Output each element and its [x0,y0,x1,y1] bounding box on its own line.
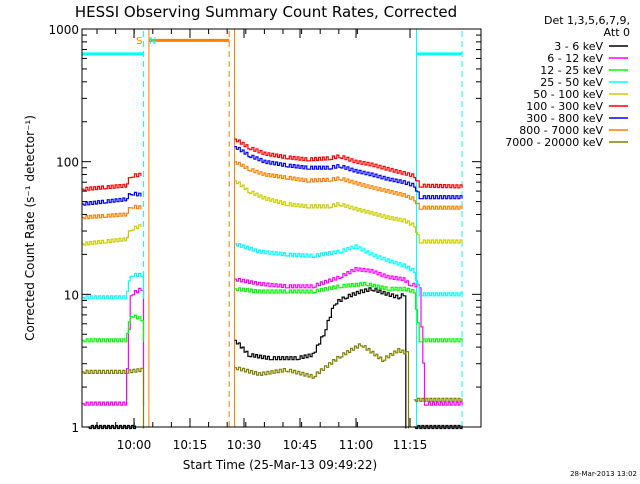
series-line-3-segment-2 [234,281,463,343]
x-tick-label-2: 10:15 [173,438,208,452]
series-line-5-segment-1 [82,224,142,246]
series-line-8-segment-2 [234,161,463,210]
legend-label-4: 25 - 50 keV [540,76,603,89]
x-tick-label-3: 10:30 [227,438,262,452]
series-line-2-segment-2 [234,267,463,406]
series-line-9-segment-3 [413,397,463,402]
legend-label-9: 7000 - 20000 keV [505,136,603,149]
legend-header-line-2: Att 0 [604,26,630,39]
plot-frame [81,28,482,428]
legend-label-6: 100 - 300 keV [526,100,603,113]
plot-timestamp: 28-Mar-2013 13:02 [570,470,637,478]
y-tick-label-2: 10 [64,288,79,302]
x-tick-label-4: 10:45 [283,438,318,452]
annotation-s: S [136,36,142,47]
legend-label-7: 300 - 800 keV [526,112,603,125]
axis-layer: 1 10 100 1000 10:00 10:15 10:30 10:45 11:00 11:15 [48,23,482,452]
legend-label-8: 800 - 7000 keV [519,124,603,137]
y-tick-label-3: 100 [56,156,79,170]
series-line-1-segment-2 [234,287,407,429]
series-line-4-segment-2 [234,243,463,297]
y-axis-label: Corrected Count Rate (s⁻¹ detector⁻¹) [23,115,37,341]
series-line-9-segment-1 [82,367,145,429]
series-line-6-segment-2 [234,138,463,189]
series-line-7-segment-2 [234,146,463,200]
x-axis-label: Start Time (25-Mar-13 09:49:22) [183,458,377,472]
series-line-6-segment-1 [82,172,142,192]
legend-label-2: 6 - 12 keV [547,52,603,65]
y-tick-label-1: 1 [71,421,79,435]
series-line-9-segment-2 [234,343,410,429]
series-line-4-segment-1 [82,272,145,300]
legend-label-3: 12 - 25 keV [540,64,603,77]
x-tick-label-5: 11:00 [339,438,374,452]
series-line-8-segment-1 [82,204,142,220]
series-line-1-segment-3 [413,424,463,430]
series-line-2-segment-1 [82,287,145,406]
series-line-7-segment-1 [82,191,142,206]
legend-header-line-1: Det 1,3,5,6,7,9, [544,14,630,27]
series-line-3-segment-1 [82,314,145,343]
annotation-n: N [149,36,156,47]
chart-title: HESSI Observing Summary Count Rates, Cor… [75,3,457,21]
y-tick-label-4: 1000 [48,23,79,37]
legend-label-5: 50 - 100 keV [533,88,603,101]
x-tick-label-6: 11:15 [393,438,428,452]
series-line-1-segment-1 [87,424,137,430]
series-line-5-segment-2 [234,180,463,244]
x-tick-label-1: 10:00 [117,438,152,452]
legend-label-1: 3 - 6 keV [554,40,603,53]
